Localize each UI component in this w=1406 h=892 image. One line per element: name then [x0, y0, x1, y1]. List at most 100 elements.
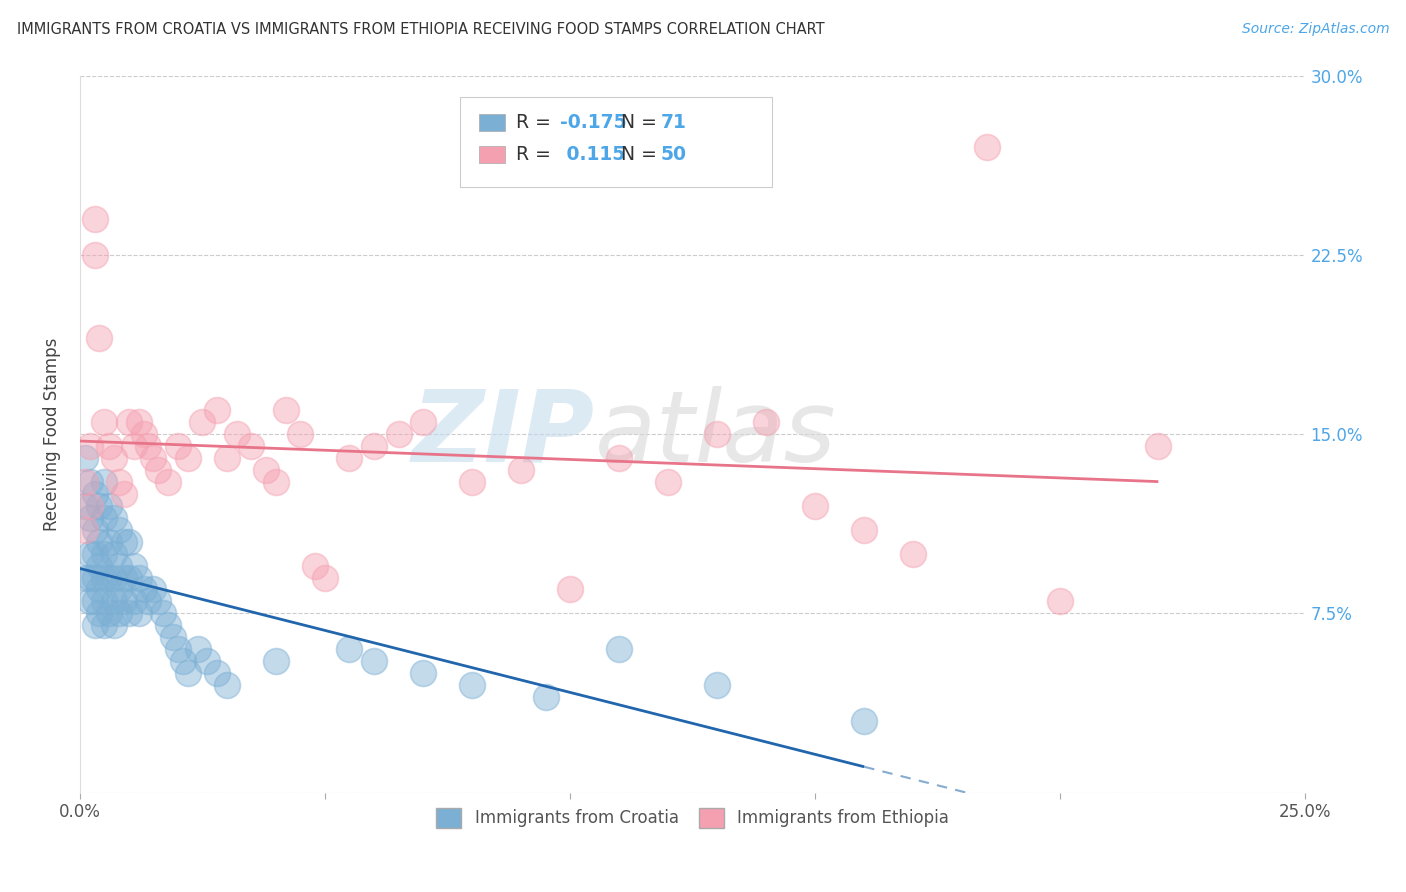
Text: ZIP: ZIP	[412, 385, 595, 483]
Point	[314, 570, 336, 584]
Point	[903, 547, 925, 561]
Point	[534, 690, 557, 704]
Point	[607, 450, 630, 465]
Point	[142, 450, 165, 465]
Point	[142, 582, 165, 597]
Text: R =: R =	[516, 112, 557, 132]
Point	[83, 523, 105, 537]
Text: N =: N =	[621, 112, 664, 132]
Point	[108, 475, 131, 489]
Point	[132, 582, 155, 597]
Point	[79, 594, 101, 608]
FancyBboxPatch shape	[479, 113, 505, 131]
Point	[103, 618, 125, 632]
Point	[412, 415, 434, 429]
Point	[195, 654, 218, 668]
Point	[73, 450, 96, 465]
Point	[122, 439, 145, 453]
Y-axis label: Receiving Food Stamps: Receiving Food Stamps	[44, 337, 60, 531]
Point	[83, 211, 105, 226]
Point	[138, 439, 160, 453]
Point	[706, 427, 728, 442]
Point	[93, 594, 115, 608]
Text: Source: ZipAtlas.com: Source: ZipAtlas.com	[1241, 22, 1389, 37]
Point	[264, 654, 287, 668]
Text: atlas: atlas	[595, 385, 837, 483]
Point	[363, 439, 385, 453]
Point	[804, 499, 827, 513]
Point	[363, 654, 385, 668]
Point	[191, 415, 214, 429]
Point	[205, 403, 228, 417]
Point	[93, 547, 115, 561]
Point	[128, 570, 150, 584]
Point	[112, 534, 135, 549]
Point	[98, 534, 121, 549]
Text: IMMIGRANTS FROM CROATIA VS IMMIGRANTS FROM ETHIOPIA RECEIVING FOOD STAMPS CORREL: IMMIGRANTS FROM CROATIA VS IMMIGRANTS FR…	[17, 22, 824, 37]
Point	[240, 439, 263, 453]
Point	[73, 570, 96, 584]
Point	[83, 487, 105, 501]
Point	[89, 331, 111, 345]
Point	[93, 570, 115, 584]
Point	[122, 558, 145, 573]
Point	[93, 618, 115, 632]
Point	[510, 463, 533, 477]
Text: R =: R =	[516, 145, 557, 164]
Point	[122, 594, 145, 608]
Point	[118, 607, 141, 621]
Point	[103, 510, 125, 524]
Point	[93, 415, 115, 429]
Point	[108, 523, 131, 537]
Point	[657, 475, 679, 489]
Point	[339, 450, 361, 465]
Point	[853, 523, 876, 537]
Point	[112, 570, 135, 584]
Point	[138, 594, 160, 608]
Point	[89, 499, 111, 513]
Point	[128, 607, 150, 621]
Point	[108, 607, 131, 621]
Point	[79, 499, 101, 513]
Point	[112, 487, 135, 501]
Point	[304, 558, 326, 573]
Point	[103, 547, 125, 561]
Point	[79, 510, 101, 524]
Legend: Immigrants from Croatia, Immigrants from Ethiopia: Immigrants from Croatia, Immigrants from…	[430, 801, 956, 835]
Point	[103, 450, 125, 465]
Point	[157, 475, 180, 489]
Point	[89, 582, 111, 597]
Point	[167, 642, 190, 657]
FancyBboxPatch shape	[479, 145, 505, 163]
Point	[205, 666, 228, 681]
Point	[98, 439, 121, 453]
Point	[461, 678, 484, 692]
Point	[172, 654, 194, 668]
Point	[167, 439, 190, 453]
Point	[215, 678, 238, 692]
Point	[89, 534, 111, 549]
Point	[148, 463, 170, 477]
Point	[83, 248, 105, 262]
Point	[177, 666, 200, 681]
Point	[412, 666, 434, 681]
Point	[89, 607, 111, 621]
Point	[290, 427, 312, 442]
Point	[83, 547, 105, 561]
Point	[976, 140, 998, 154]
Text: N =: N =	[621, 145, 664, 164]
Point	[1049, 594, 1071, 608]
Text: 71: 71	[661, 112, 686, 132]
Point	[118, 534, 141, 549]
Point	[274, 403, 297, 417]
Point	[103, 594, 125, 608]
Point	[93, 510, 115, 524]
Point	[83, 570, 105, 584]
Point	[118, 570, 141, 584]
Point	[186, 642, 208, 657]
Point	[387, 427, 409, 442]
Point	[128, 415, 150, 429]
Point	[73, 475, 96, 489]
Point	[112, 594, 135, 608]
Point	[73, 499, 96, 513]
